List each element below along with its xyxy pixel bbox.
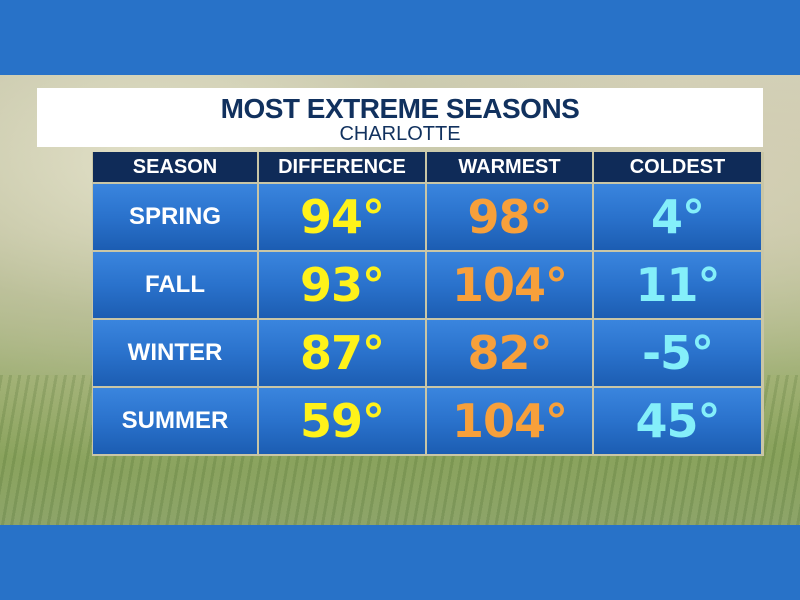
warmest-value: 82° xyxy=(467,326,552,380)
season-label: WINTER xyxy=(127,339,223,366)
coldest-value: 11° xyxy=(635,258,720,312)
warmest-cell: 104° xyxy=(427,252,592,318)
season-label: FALL xyxy=(145,271,205,298)
warmest-value: 98° xyxy=(467,190,552,244)
difference-value: 87° xyxy=(299,326,385,380)
coldest-cell: -5° xyxy=(594,320,761,386)
title-banner: MOST EXTREME SEASONS CHARLOTTE xyxy=(37,88,763,147)
table-header-row: SEASON DIFFERENCE WARMEST COLDEST xyxy=(92,152,764,184)
season-cell: WINTER xyxy=(93,320,257,386)
header-coldest: COLDEST xyxy=(594,152,761,182)
season-cell: SPRING xyxy=(93,184,257,250)
bottom-blue-band xyxy=(0,525,800,600)
table-row: WINTER 87° 82° -5° xyxy=(92,320,764,388)
difference-value: 59° xyxy=(299,394,385,448)
difference-cell: 93° xyxy=(259,252,425,318)
season-label: SUMMER xyxy=(121,407,229,434)
coldest-value: -5° xyxy=(641,326,714,380)
header-season: SEASON xyxy=(93,152,257,182)
header-difference: DIFFERENCE xyxy=(259,152,425,182)
header-warmest: WARMEST xyxy=(427,152,592,182)
difference-value: 93° xyxy=(299,258,385,312)
seasons-table: SEASON DIFFERENCE WARMEST COLDEST SPRING… xyxy=(92,152,764,456)
difference-value: 94° xyxy=(299,190,385,244)
season-label: SPRING xyxy=(128,203,221,230)
warmest-cell: 82° xyxy=(427,320,592,386)
warmest-cell: 98° xyxy=(427,184,592,250)
coldest-value: 4° xyxy=(650,190,705,244)
warmest-value: 104° xyxy=(451,394,568,448)
coldest-cell: 11° xyxy=(594,252,761,318)
table-row: FALL 93° 104° 11° xyxy=(92,252,764,320)
top-blue-band xyxy=(0,0,800,75)
difference-cell: 94° xyxy=(259,184,425,250)
season-cell: SUMMER xyxy=(93,388,257,454)
page-subtitle: CHARLOTTE xyxy=(339,123,461,145)
difference-cell: 59° xyxy=(259,388,425,454)
page-title: MOST EXTREME SEASONS xyxy=(220,93,580,124)
season-cell: FALL xyxy=(93,252,257,318)
table-row: SUMMER 59° 104° 45° xyxy=(92,388,764,456)
warmest-cell: 104° xyxy=(427,388,592,454)
coldest-cell: 4° xyxy=(594,184,761,250)
coldest-cell: 45° xyxy=(594,388,761,454)
warmest-value: 104° xyxy=(451,258,568,312)
coldest-value: 45° xyxy=(635,394,720,448)
table-row: SPRING 94° 98° 4° xyxy=(92,184,764,252)
difference-cell: 87° xyxy=(259,320,425,386)
